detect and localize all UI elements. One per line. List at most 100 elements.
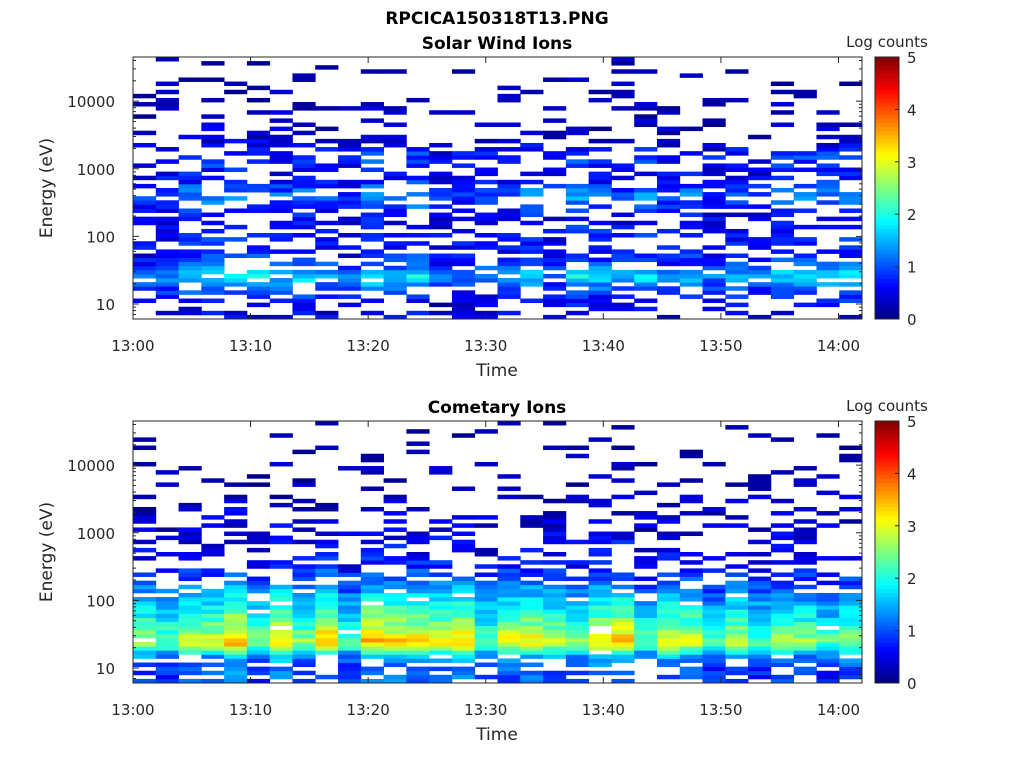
colorbar-swatch [875,650,899,655]
spectrogram-cell [269,290,293,295]
spectrogram-cell [816,302,840,308]
spectrogram-cell [246,188,271,193]
spectrogram-cell [839,576,863,582]
spectrogram-cell [178,249,202,254]
spectrogram-cell [338,621,362,627]
spectrogram-cell [360,678,384,684]
spectrogram-cell [770,224,795,230]
spectrogram-cell [816,171,840,177]
spectrogram-cell [543,613,567,618]
spectrogram-cell [474,601,498,606]
spectrogram-cell [565,588,590,594]
spectrogram-cell [133,183,157,189]
spectrogram-cell [269,560,293,565]
spectrogram-cell [543,445,567,451]
spectrogram-cell [839,134,863,140]
spectrogram-cell [201,126,225,132]
spectrogram-cell [748,183,772,189]
spectrogram-cell [269,597,293,602]
spectrogram-cell [816,433,840,438]
spectrogram-cell [155,535,179,541]
spectrogram-cell [269,269,293,275]
spectrogram-cell [155,261,179,267]
spectrogram-cell [224,637,248,643]
spectrogram-cell [748,159,772,164]
spectrogram-cell [383,633,407,639]
spectrogram-cell [338,674,362,680]
spectrogram-cell [429,617,453,622]
spectrogram-cell [588,179,612,185]
spectrogram-cell [702,224,726,230]
spectrogram-cell [748,286,772,291]
spectrogram-cell [246,282,271,287]
spectrogram-cell [429,245,453,250]
spectrogram-cell [429,650,453,655]
spectrogram-cell [702,273,726,279]
spectrogram-cell [292,310,316,316]
spectrogram-cell [451,515,476,520]
spectrogram-cell [315,106,339,111]
spectrogram-cell [656,609,681,614]
spectrogram-cell [770,584,795,590]
x-axis-label: Time [475,725,518,745]
spectrogram-cell [770,605,795,610]
spectrogram-cell [224,151,248,156]
spectrogram-cell [451,151,476,156]
spectrogram-cell [793,531,817,537]
spectrogram-cell [155,265,179,271]
spectrogram-cell [178,253,202,258]
spectrogram-cell [543,261,567,267]
spectrogram-cell [406,175,430,181]
spectrogram-cell [269,159,293,164]
spectrogram-cell [383,245,407,250]
spectrogram-cell [725,265,749,271]
spectrogram-cell [565,188,590,193]
spectrogram-cell [520,601,544,606]
spectrogram-cell [839,147,863,152]
spectrogram-cell [588,535,612,541]
spectrogram-cell [725,629,749,635]
spectrogram-cell [656,584,681,590]
spectrogram-cell [816,650,840,655]
colorbar-swatch [875,265,899,271]
colorbar-swatch [875,613,899,618]
spectrogram-cell [839,314,863,320]
spectrogram-cell [201,478,225,483]
spectrogram-cell [565,621,590,627]
spectrogram-cell [406,670,430,676]
spectrogram-cell [588,592,612,598]
spectrogram-cell [520,642,544,647]
spectrogram-cell [360,249,384,254]
spectrogram-cell [383,556,407,561]
spectrogram-cell [543,421,567,426]
spectrogram-cell [656,592,681,598]
colorbar-swatch [875,261,899,267]
spectrogram-cell [497,678,521,684]
spectrogram-cell [133,515,157,520]
spectrogram-cell [269,233,293,238]
spectrogram-cell [702,290,726,295]
spectrogram-cell [656,556,681,561]
spectrogram-cell [702,179,726,185]
spectrogram-cell [770,629,795,635]
spectrogram-cell [770,531,795,537]
x-tick-label: 14:00 [817,701,860,719]
spectrogram-cell [748,175,772,181]
spectrogram-cell [315,282,339,287]
y-tick-label: 10 [96,660,115,678]
spectrogram-cell [702,196,726,201]
colorbar-tick-label: 1 [907,623,917,641]
spectrogram-cell [634,147,658,152]
spectrogram-cell [656,269,681,275]
spectrogram-cell [474,196,498,201]
y-tick-label: 10000 [67,457,115,475]
spectrogram-cell [770,286,795,291]
spectrogram-cell [679,531,703,537]
spectrogram-cell [360,179,384,185]
spectrogram-cell [565,494,590,500]
spectrogram-cell [611,233,635,238]
spectrogram-cell [748,171,772,177]
spectrogram-cell [611,106,635,111]
spectrogram-cell [770,257,795,263]
